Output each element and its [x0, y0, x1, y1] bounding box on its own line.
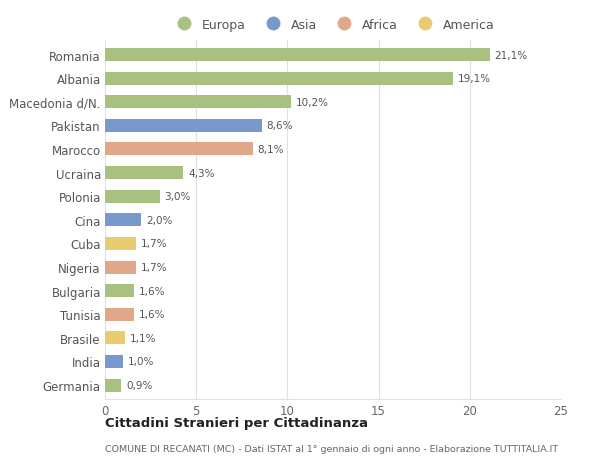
Text: 1,1%: 1,1%: [130, 333, 156, 343]
Bar: [105, 355, 123, 368]
Text: 1,6%: 1,6%: [139, 309, 165, 319]
Bar: [105, 120, 262, 133]
Bar: [105, 214, 142, 227]
Text: 0,9%: 0,9%: [126, 380, 152, 390]
Text: 1,0%: 1,0%: [128, 357, 154, 367]
Text: 1,7%: 1,7%: [140, 239, 167, 249]
Bar: [105, 143, 253, 156]
Text: COMUNE DI RECANATI (MC) - Dati ISTAT al 1° gennaio di ogni anno - Elaborazione T: COMUNE DI RECANATI (MC) - Dati ISTAT al …: [105, 444, 558, 453]
Bar: [105, 285, 134, 297]
Bar: [105, 49, 490, 62]
Text: 21,1%: 21,1%: [494, 50, 527, 61]
Bar: [105, 73, 454, 85]
Bar: [105, 261, 136, 274]
Bar: [105, 308, 134, 321]
Text: 10,2%: 10,2%: [296, 98, 329, 107]
Text: 4,3%: 4,3%: [188, 168, 214, 178]
Bar: [105, 379, 121, 392]
Bar: [105, 96, 291, 109]
Text: 8,6%: 8,6%: [266, 121, 293, 131]
Legend: Europa, Asia, Africa, America: Europa, Asia, Africa, America: [172, 18, 494, 32]
Bar: [105, 331, 125, 345]
Bar: [105, 190, 160, 203]
Text: 2,0%: 2,0%: [146, 215, 172, 225]
Bar: [105, 167, 184, 179]
Text: 3,0%: 3,0%: [164, 192, 191, 202]
Bar: [105, 237, 136, 250]
Text: 8,1%: 8,1%: [257, 145, 284, 155]
Text: 1,6%: 1,6%: [139, 286, 165, 296]
Text: 19,1%: 19,1%: [458, 74, 491, 84]
Text: Cittadini Stranieri per Cittadinanza: Cittadini Stranieri per Cittadinanza: [105, 416, 368, 429]
Text: 1,7%: 1,7%: [140, 263, 167, 273]
